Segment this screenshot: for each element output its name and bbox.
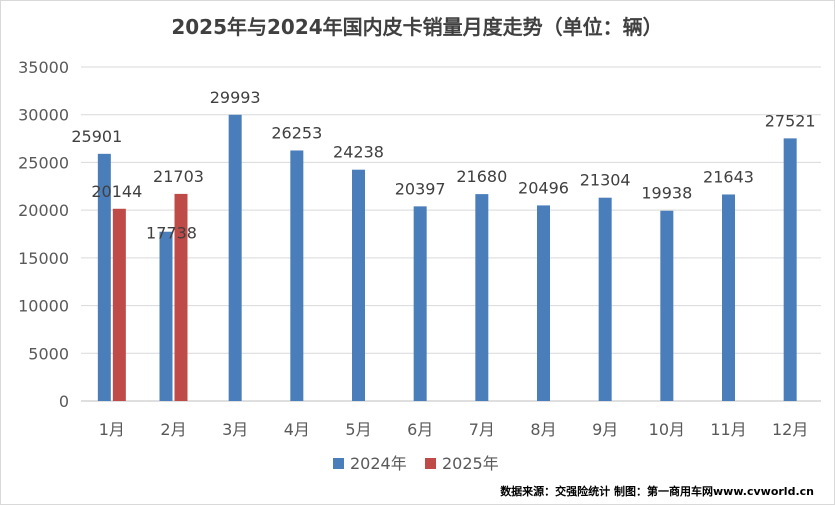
bar — [159, 231, 173, 401]
data-label: 21643 — [703, 167, 754, 186]
bar — [290, 150, 304, 401]
x-tick-label: 8月 — [530, 420, 556, 439]
x-tick-label: 11月 — [710, 420, 746, 439]
data-label: 21680 — [456, 167, 507, 186]
data-label: 20144 — [91, 182, 142, 201]
bars — [97, 114, 797, 402]
source-note: 数据来源：交强险统计 制图：第一商用车网www.cvworld.cn — [500, 484, 814, 498]
data-label: 26253 — [271, 123, 322, 142]
y-tick-label: 5000 — [28, 344, 69, 363]
chart-title: 2025年与2024年国内皮卡销量月度走势（单位：辆） — [171, 15, 662, 39]
x-tick-label: 12月 — [772, 420, 808, 439]
bar — [783, 138, 797, 401]
data-label: 29993 — [210, 88, 261, 107]
bar — [598, 197, 612, 401]
y-tick-label: 10000 — [18, 297, 69, 316]
y-tick-label: 15000 — [18, 249, 69, 268]
legend-label: 2024年 — [350, 454, 407, 473]
legend: 2024年 2025年 — [333, 454, 499, 473]
legend-swatch — [425, 458, 436, 469]
bar — [112, 208, 126, 401]
x-tick-label: 7月 — [469, 420, 495, 439]
bar — [722, 194, 735, 401]
legend-swatch — [333, 458, 344, 469]
bar — [413, 206, 427, 401]
x-tick-label: 3月 — [222, 420, 248, 439]
data-label: 25901 — [71, 127, 122, 146]
bar — [660, 210, 674, 401]
data-label: 24238 — [333, 143, 384, 162]
x-tick-label: 10月 — [649, 420, 685, 439]
y-tick-label: 30000 — [18, 106, 69, 125]
data-label: 21304 — [580, 171, 631, 190]
y-tick-label: 20000 — [18, 201, 69, 220]
legend-label: 2025年 — [442, 454, 499, 473]
x-tick-label: 4月 — [284, 420, 310, 439]
bar — [537, 205, 550, 401]
x-tick-label: 6月 — [407, 420, 433, 439]
x-tick-label: 5月 — [345, 420, 371, 439]
bar — [228, 114, 242, 402]
x-tick-label: 1月 — [99, 420, 125, 439]
gridlines — [81, 66, 821, 402]
x-axis: 1月 2月 3月 4月 5月 6月 7月 8月 9月 10月 11月 12月 — [99, 420, 809, 439]
data-label: 27521 — [765, 111, 816, 130]
bar — [97, 153, 111, 401]
x-tick-label: 2月 — [160, 420, 186, 439]
bar — [352, 169, 365, 401]
x-tick-label: 9月 — [592, 420, 618, 439]
bar — [174, 193, 188, 401]
y-tick-label: 0 — [59, 392, 69, 411]
data-labels: 25901 17738 29993 26253 24238 20397 21680 20496… — [71, 88, 815, 243]
bar — [475, 194, 489, 401]
y-tick-label: 25000 — [18, 153, 69, 172]
data-label: 17738 — [146, 224, 197, 243]
y-tick-label: 35000 — [18, 58, 69, 77]
data-label: 20496 — [518, 178, 569, 197]
data-label: 20397 — [395, 179, 446, 198]
data-label: 19938 — [641, 184, 692, 203]
y-axis: 0 5000 10000 15000 20000 25000 30000 35000 — [18, 58, 69, 411]
data-label: 21703 — [153, 167, 204, 186]
